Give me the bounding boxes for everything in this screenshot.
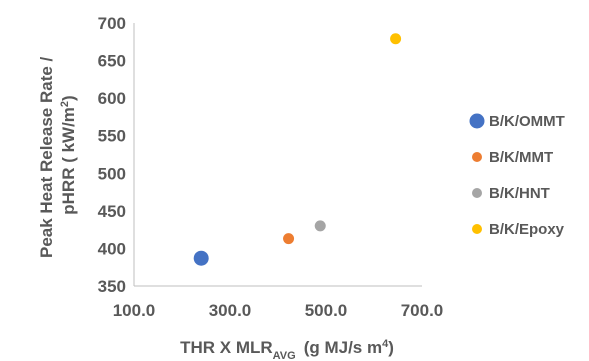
x-axis-title-superscript: 4: [382, 338, 389, 350]
x-tick-label: 500.0: [305, 301, 348, 320]
x-tick-label: 300.0: [209, 301, 252, 320]
legend: B/K/OMMT B/K/MMT B/K/HNT B/K/Epoxy: [469, 113, 565, 238]
data-points: [193, 33, 402, 266]
legend-label: B/K/MMT: [489, 149, 553, 166]
legend-marker: [472, 188, 482, 198]
legend-marker: [472, 224, 482, 234]
axes: [133, 23, 422, 287]
x-axis-title-main: THR X MLR: [180, 338, 273, 357]
data-point-b-k-mmt: [283, 233, 295, 245]
y-axis-title: Peak Heat Release Rate / pHRR ( kW/m2): [37, 52, 78, 258]
legend-label: B/K/HNT: [489, 185, 550, 202]
y-axis-title-line2-close: ): [59, 95, 78, 101]
x-axis-title-tail: (g MJ/s m: [304, 338, 382, 357]
y-tick-label: 700: [98, 14, 126, 33]
data-point-b-k-ommt: [193, 250, 209, 266]
tick-labels: 350 400 450 500 550 600 650 700 100.0 300.0 500.0 7…: [98, 14, 444, 320]
data-point-b-k-hnt: [314, 220, 326, 232]
y-tick-label: 550: [98, 127, 126, 146]
y-tick-label: 350: [98, 277, 126, 296]
x-axis-title-close: ): [388, 338, 394, 357]
x-tick-label: 700.0: [401, 301, 444, 320]
legend-label: B/K/Epoxy: [489, 221, 565, 238]
x-tick-label: 100.0: [113, 301, 156, 320]
y-tick-label: 650: [98, 52, 126, 71]
y-axis-title-line2-main: pHRR ( kW/m: [59, 107, 78, 215]
y-axis-title-superscript: 2: [59, 101, 71, 107]
legend-label: B/K/OMMT: [489, 113, 565, 130]
y-tick-label: 600: [98, 89, 126, 108]
y-axis-title-line1: Peak Heat Release Rate /: [37, 56, 56, 258]
legend-marker: [469, 113, 485, 129]
legend-marker: [472, 152, 482, 162]
y-tick-label: 450: [98, 202, 126, 221]
x-axis-title-subscript: AVG: [273, 350, 296, 361]
y-axis-title-line2: pHRR ( kW/m2): [59, 95, 78, 214]
x-axis-title: THR X MLRAVG (g MJ/s m4): [180, 338, 394, 361]
data-point-b-k-epoxy: [390, 33, 402, 45]
y-tick-label: 400: [98, 239, 126, 258]
y-tick-label: 500: [98, 164, 126, 183]
